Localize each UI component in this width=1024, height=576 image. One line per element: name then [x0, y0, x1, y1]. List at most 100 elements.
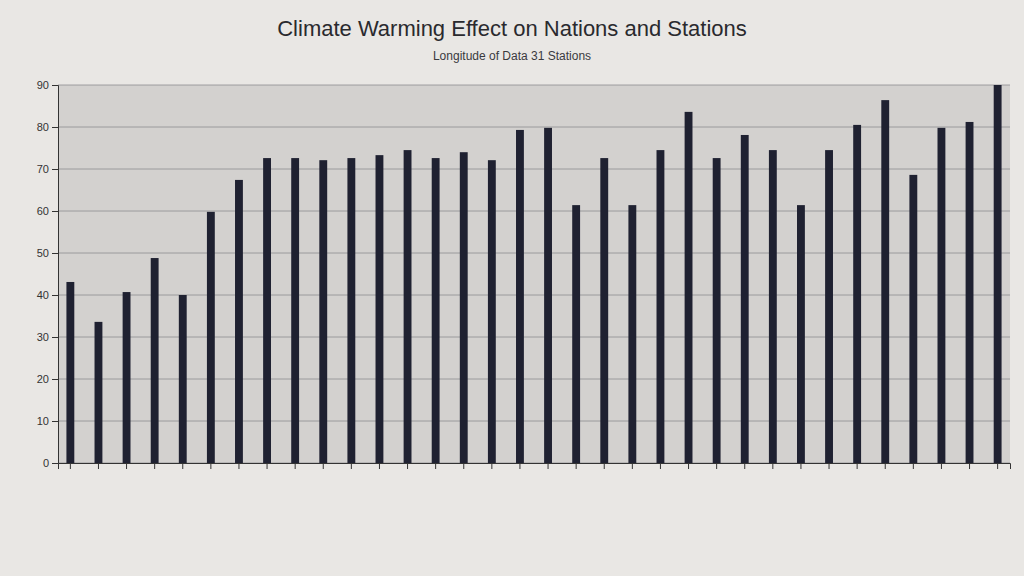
bar [432, 158, 440, 463]
bar [235, 180, 243, 463]
y-tick-label: 0 [43, 457, 49, 469]
bar [853, 125, 861, 463]
bar [376, 155, 384, 463]
y-tick: 30 [37, 331, 58, 343]
bar [909, 175, 917, 463]
bar [628, 205, 636, 463]
grid-line [58, 337, 1010, 338]
x-tick [857, 463, 858, 469]
x-tick-mark [210, 463, 211, 469]
y-tick-label: 70 [37, 163, 49, 175]
x-tick-mark [98, 463, 99, 469]
x-tick [604, 463, 605, 469]
x-axis-line [59, 464, 1011, 470]
bar [572, 205, 580, 463]
y-tick: 90 [37, 79, 58, 91]
y-tick-mark [52, 211, 58, 212]
x-tick [70, 463, 71, 469]
x-tick-mark [463, 463, 464, 469]
bar [404, 150, 412, 463]
x-tick-mark [154, 463, 155, 469]
bar [657, 150, 665, 463]
plot-background [58, 85, 1010, 463]
grid-line [58, 211, 1010, 212]
y-tick: 10 [37, 415, 58, 427]
bar [488, 160, 496, 463]
x-tick [238, 463, 239, 469]
x-tick-mark [238, 463, 239, 469]
x-tick [829, 463, 830, 469]
x-axis [59, 463, 1011, 469]
y-tick-label: 20 [37, 373, 49, 385]
x-tick-mark [70, 463, 71, 469]
bar [825, 150, 833, 463]
x-tick-mark [800, 463, 801, 469]
x-tick-mark [407, 463, 408, 469]
x-tick-mark [379, 463, 380, 469]
y-tick: 50 [37, 247, 58, 259]
x-tick [154, 463, 155, 469]
x-tick-mark [772, 463, 773, 469]
x-tick-mark [267, 463, 268, 469]
bar [291, 158, 299, 463]
x-tick [632, 463, 633, 469]
grid-line [58, 127, 1010, 128]
x-tick [660, 463, 661, 469]
x-tick [519, 463, 520, 469]
x-tick [126, 463, 127, 469]
bar [938, 128, 946, 463]
bar [994, 85, 1002, 463]
bar [685, 112, 693, 463]
bar [713, 158, 721, 463]
x-tick-mark [548, 463, 549, 469]
x-tick [913, 463, 914, 469]
bar [95, 322, 103, 463]
x-tick [688, 463, 689, 469]
x-tick [548, 463, 549, 469]
x-tick-mark [857, 463, 858, 469]
x-tick [772, 463, 773, 469]
bar [460, 152, 468, 463]
x-tick-mark [632, 463, 633, 469]
bar [544, 128, 552, 463]
x-tick [351, 463, 352, 469]
y-tick: 20 [37, 373, 58, 385]
x-tick-mark [295, 463, 296, 469]
y-tick-label: 10 [37, 415, 49, 427]
bar [66, 282, 74, 463]
x-tick [182, 463, 183, 469]
x-tick [210, 463, 211, 469]
bar [179, 295, 187, 463]
bar [516, 130, 524, 463]
bars [66, 85, 1001, 463]
y-tick: 80 [37, 121, 58, 133]
bar [123, 292, 131, 463]
bar [263, 158, 271, 463]
x-tick-mark [182, 463, 183, 469]
x-tick [716, 463, 717, 469]
y-tick-mark [52, 337, 58, 338]
x-tick-mark [126, 463, 127, 469]
bar [966, 122, 974, 463]
y-tick: 70 [37, 163, 58, 175]
x-tick [997, 463, 998, 469]
y-tick-mark [52, 379, 58, 380]
x-tick-mark [716, 463, 717, 469]
x-tick [267, 463, 268, 469]
grid [58, 85, 1010, 463]
bar [769, 150, 777, 463]
x-tick-mark [519, 463, 520, 469]
chart-title: Climate Warming Effect on Nations and St… [277, 16, 747, 41]
x-tick [576, 463, 577, 469]
x-tick-mark [688, 463, 689, 469]
bar [319, 160, 327, 463]
x-tick [969, 463, 970, 469]
y-tick-mark [52, 295, 58, 296]
y-tick-mark [52, 421, 58, 422]
grid-line [58, 421, 1010, 422]
x-tick-mark [997, 463, 998, 469]
bar [797, 205, 805, 463]
bar [600, 158, 608, 463]
y-axis: 0102030405060708090 [37, 79, 59, 469]
y-tick-mark [52, 463, 58, 464]
